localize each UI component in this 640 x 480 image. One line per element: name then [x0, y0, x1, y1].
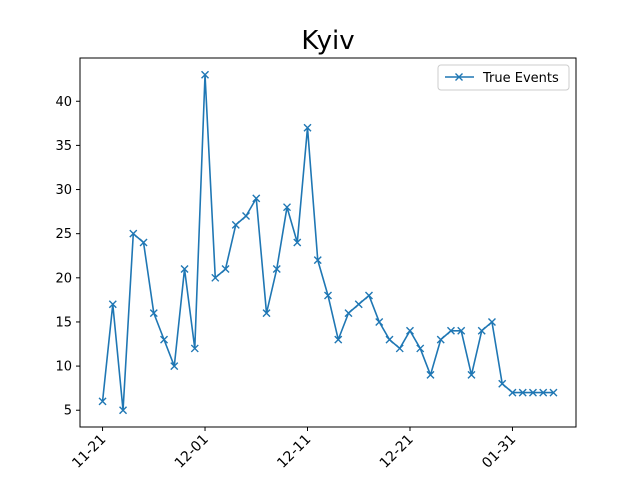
data-point-marker	[539, 388, 548, 397]
data-point-marker	[313, 256, 322, 265]
axes-frame	[79, 57, 577, 428]
plot-area	[98, 70, 558, 415]
data-point-marker	[119, 406, 128, 415]
data-point-marker	[446, 326, 455, 335]
data-point-marker	[354, 300, 363, 309]
x-tick-label: 12-11	[274, 432, 314, 472]
data-point-marker	[170, 362, 179, 371]
series-line	[101, 73, 554, 412]
y-axis: 5 10 15 20 25 30 35 40	[55, 95, 80, 419]
y-tick-label: 5	[64, 404, 72, 419]
y-tick-label: 10	[55, 360, 72, 375]
x-axis: 11-21 12-01 12-11 12-21 01-31	[69, 427, 519, 472]
data-point-marker	[416, 344, 425, 353]
data-point-marker	[457, 326, 466, 335]
data-point-marker	[108, 300, 117, 309]
x-tick-label: 12-01	[172, 432, 212, 472]
legend-label: True Events	[482, 71, 559, 86]
data-point-marker	[518, 388, 527, 397]
data-point-marker	[190, 344, 199, 353]
chart-title: Kyiv	[301, 26, 354, 56]
x-tick-label: 11-21	[69, 432, 109, 472]
data-point-marker	[549, 388, 558, 397]
data-point-marker	[149, 309, 158, 318]
data-point-marker	[201, 70, 210, 79]
data-point-marker	[129, 229, 138, 238]
data-point-marker	[272, 264, 281, 273]
data-point-marker	[426, 370, 435, 379]
y-tick-label: 15	[55, 315, 72, 330]
data-point-marker	[160, 335, 169, 344]
data-point-marker	[405, 326, 414, 335]
data-point-marker	[303, 123, 312, 132]
data-point-marker	[98, 397, 107, 406]
data-point-marker	[283, 203, 292, 212]
data-point-marker	[139, 238, 148, 247]
data-point-marker	[324, 291, 332, 300]
data-point-marker	[395, 344, 404, 353]
y-tick-label: 30	[55, 183, 72, 198]
data-point-marker	[467, 370, 476, 379]
data-point-marker	[364, 291, 373, 300]
data-point-marker	[221, 264, 230, 273]
y-tick-label: 25	[55, 227, 72, 242]
data-point-marker	[180, 264, 189, 273]
data-point-marker	[344, 309, 353, 318]
data-point-marker	[508, 388, 517, 397]
x-tick-label: 01-31	[479, 432, 519, 472]
legend-marker-swatch	[455, 73, 463, 81]
data-point-marker	[487, 317, 496, 326]
data-point-marker	[498, 379, 507, 388]
data-point-marker	[211, 273, 220, 282]
data-point-marker	[262, 309, 271, 318]
data-point-marker	[436, 335, 445, 344]
y-tick-label: 35	[55, 139, 72, 154]
y-tick-label: 40	[55, 95, 72, 110]
legend-box	[437, 64, 570, 91]
data-point-marker	[375, 317, 384, 326]
y-tick-label: 20	[55, 271, 72, 286]
legend: True Events	[437, 64, 570, 91]
data-point-marker	[293, 238, 302, 247]
data-point-marker	[385, 335, 394, 344]
x-tick-label: 12-21	[377, 432, 417, 472]
data-point-marker	[231, 220, 240, 229]
data-point-marker	[477, 326, 486, 335]
data-point-marker	[242, 212, 251, 221]
data-point-marker	[252, 194, 261, 203]
data-point-marker	[334, 335, 343, 344]
data-point-marker	[528, 388, 537, 397]
